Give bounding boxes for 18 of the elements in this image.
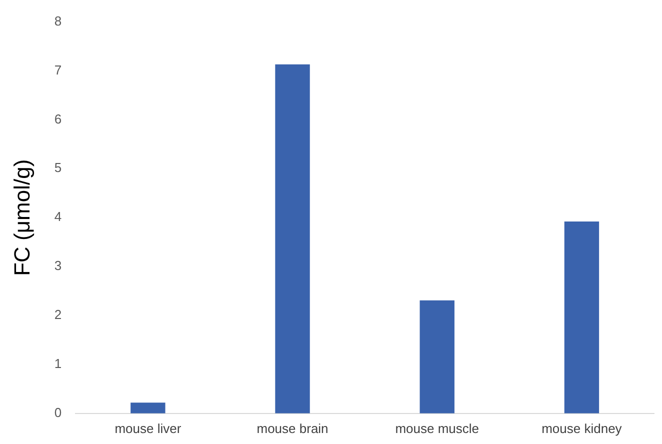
y-tick-label: 2 bbox=[54, 307, 62, 322]
bar bbox=[275, 64, 310, 414]
x-tick-label: mouse kidney bbox=[542, 420, 622, 436]
y-tick-label: 6 bbox=[54, 111, 62, 126]
y-tick-label: 3 bbox=[54, 258, 62, 274]
bar bbox=[420, 300, 454, 414]
y-tick-label: 5 bbox=[54, 160, 62, 176]
y-tick-label: 7 bbox=[54, 62, 62, 78]
x-tick-label: mouse brain bbox=[256, 420, 328, 436]
y-tick-label: 4 bbox=[54, 209, 62, 224]
y-tick-label: 0 bbox=[54, 404, 62, 420]
bar bbox=[564, 222, 600, 414]
x-tick-label: mouse muscle bbox=[395, 420, 480, 436]
y-tick-label: 8 bbox=[54, 13, 62, 28]
x-tick-label: mouse liver bbox=[114, 420, 182, 436]
y-axis-title: FC (μmol/g) bbox=[9, 159, 34, 276]
y-tick-label: 1 bbox=[54, 356, 62, 372]
bar bbox=[130, 402, 166, 414]
